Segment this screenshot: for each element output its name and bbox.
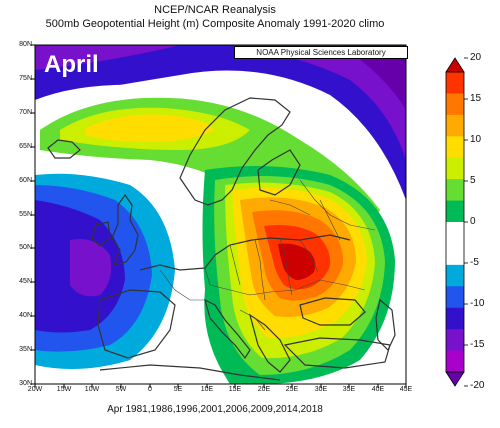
- colorbar-tick-label: -10: [470, 298, 485, 309]
- colorbar-tick-label: -5: [470, 257, 479, 268]
- colorbar-segment: [446, 136, 464, 159]
- colorbar-segment: [446, 222, 464, 244]
- colorbar-tick-label: 20: [470, 52, 482, 63]
- title-line-2: 500mb Geopotential Height (m) Composite …: [45, 18, 385, 30]
- lat-label: 55N: [19, 211, 32, 218]
- lon-label: 35E: [342, 386, 356, 393]
- colorbar-tick-label: -20: [470, 380, 485, 391]
- colorbar-segment: [446, 307, 464, 330]
- lon-label: 15W: [56, 386, 72, 393]
- coastlines: [47, 97, 396, 381]
- lat-label: 70N: [19, 109, 32, 116]
- lon-label: 40E: [371, 386, 385, 393]
- lat-label: 75N: [19, 75, 32, 82]
- lon-label: 0: [148, 386, 152, 393]
- north-negative-band: [35, 45, 406, 200]
- colorbar-tick-label: 5: [470, 175, 476, 186]
- colorbar-min-arrow: [445, 371, 465, 387]
- anomaly-field: [35, 45, 406, 384]
- colorbar-tick-label: 0: [470, 216, 476, 227]
- colorbar-segment: [446, 243, 464, 266]
- lon-label: 45E: [399, 386, 413, 393]
- lat-label: 50N: [19, 244, 32, 251]
- colorbar-tick-label: -15: [470, 339, 485, 350]
- colorbar-segment: [446, 264, 464, 287]
- title-line-1: NCEP/NCAR Reanalysis: [154, 4, 276, 16]
- lat-label: 45N: [19, 278, 32, 285]
- lat-label: 35N: [19, 346, 32, 353]
- colorbar-segment: [446, 157, 464, 180]
- lon-label: 30E: [314, 386, 328, 393]
- colorbar-segment: [446, 72, 464, 94]
- colorbar-tick-label: 10: [470, 134, 482, 145]
- composite-years-caption: Apr 1981,1986,1996,2001,2006,2009,2014,2…: [107, 404, 323, 415]
- lat-label: 80N: [19, 41, 32, 48]
- colorbar-segment: [446, 200, 464, 223]
- lon-label: 20E: [257, 386, 271, 393]
- month-label: April: [44, 51, 99, 78]
- lon-label: 5W: [115, 386, 127, 393]
- colorbar-segment: [446, 329, 464, 352]
- colorbar-max-arrow: [445, 57, 465, 73]
- colorbar-segment: [446, 350, 464, 373]
- colorbar-segment: [446, 286, 464, 309]
- colorbar: [445, 57, 468, 387]
- lat-label: 60N: [19, 177, 32, 184]
- colorbar-segment: [446, 93, 464, 116]
- lon-label: 10E: [200, 386, 214, 393]
- colorbar-tick-label: 15: [470, 93, 482, 104]
- colorbar-segment: [446, 114, 464, 137]
- lon-label: 25E: [285, 386, 299, 393]
- map-ticks: [31, 44, 407, 388]
- lon-label: 10W: [84, 386, 100, 393]
- credit-label: NOAA Physical Sciences Laboratory: [234, 46, 408, 59]
- lat-label: 30N: [19, 380, 32, 387]
- lon-label: 5E: [173, 386, 183, 393]
- lon-label: 15E: [228, 386, 242, 393]
- lat-label: 40N: [19, 312, 32, 319]
- country-borders: [159, 179, 376, 331]
- lon-label: 20W: [27, 386, 43, 393]
- lat-label: 65N: [19, 143, 32, 150]
- colorbar-segment: [446, 179, 464, 202]
